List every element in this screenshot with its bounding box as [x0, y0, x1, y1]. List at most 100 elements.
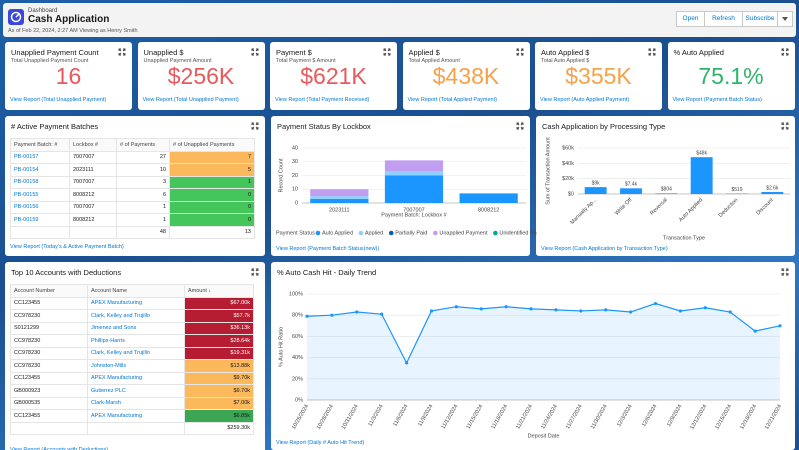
expand-arrows — [781, 122, 789, 130]
table-cell: Phillips-Harris — [87, 334, 185, 348]
kpi-title: Applied $ — [408, 48, 440, 57]
report-link[interactable]: View Report (Today's & Active Payment Ba… — [10, 244, 124, 250]
kpi-card: Unapplied Payment Count Total Unapplied P… — [5, 42, 132, 110]
expand-icon[interactable] — [251, 122, 259, 130]
table-cell: Clark, Kelley and Trujillo — [87, 309, 185, 323]
table-row: CC123455 APEX Manufacturing $9.70k — [10, 371, 254, 385]
data-table: Payment Batch: # Lockbox # # of Payments # … — [10, 138, 255, 239]
kpi-card: Unapplied $ Unapplied Payment Amount $256K… — [137, 42, 265, 110]
table-row: GB000535 Clark-Marsh $7.00k — [10, 396, 254, 410]
expand-icon[interactable] — [251, 268, 259, 276]
table-cell: Clark-Marsh — [87, 396, 185, 410]
table-cell: 3 — [116, 175, 170, 189]
column-header: Account Name — [87, 284, 185, 298]
highlight-cell: $9.70k — [184, 371, 254, 385]
highlight-cell: 1 — [169, 175, 255, 189]
highlight-cell: $7.00k — [184, 396, 254, 410]
table-cell: Jimenez and Sons — [87, 321, 185, 335]
kpi-subtitle: Total Auto Applied $ — [541, 58, 590, 64]
highlight-cell: $28.64k — [184, 334, 254, 348]
kpi-value: $438K — [432, 63, 500, 89]
menu-arrow — [782, 17, 788, 21]
dashboard-icon — [8, 9, 24, 25]
report-link[interactable]: View Report (Total Unapplied Payment) — [142, 97, 239, 103]
header-label: Dashboard — [28, 8, 58, 14]
expand-icon[interactable] — [781, 122, 789, 130]
report-link[interactable]: View Report (Payment Batch Status) — [672, 97, 762, 103]
kpi-title: % Auto Applied — [673, 48, 724, 57]
highlight-cell: $57.7k — [184, 309, 254, 323]
table-row: PB-00158 7007007 3 1 — [10, 175, 255, 189]
expand-icon[interactable] — [118, 48, 126, 56]
kpi-value: 16 — [55, 63, 82, 89]
header: Dashboard Cash Application As of Feb 22,… — [3, 3, 796, 37]
highlight-cell: $13.88k — [184, 359, 254, 373]
highlight-cell: 5 — [169, 163, 255, 177]
highlight-cell: $6.85k — [184, 409, 254, 423]
subscribe-button[interactable]: Subscribe — [742, 11, 778, 27]
report-link[interactable]: View Report (Total Unapplied Payment) — [10, 97, 107, 103]
kpi-subtitle: Unapplied Payment Amount — [143, 58, 212, 64]
table-row: S0121299 Jimenez and Sons $36.13k — [10, 321, 254, 335]
kpi-value: $256K — [167, 63, 235, 89]
expand-arrows — [648, 48, 656, 56]
report-link[interactable]: View Report (Daily # Auto Hit Trend) — [276, 440, 365, 446]
kpi-title: Payment $ — [276, 48, 312, 57]
kpi-title: Unapplied Payment Count — [11, 48, 99, 57]
report-link[interactable]: View Report (Auto Applied Payment) — [540, 97, 630, 103]
menu-button[interactable] — [777, 11, 793, 27]
expand-arrows — [251, 268, 259, 276]
column-header: Account Number — [10, 284, 88, 298]
card-title: Top 10 Accounts with Deductions — [11, 268, 122, 277]
table-cell — [10, 225, 70, 239]
open-button[interactable]: Open — [676, 11, 705, 27]
table-cell: GB000923 — [10, 384, 88, 398]
table-cell: 1 — [116, 200, 170, 214]
total-cell: 48 — [116, 225, 170, 239]
expand-icon[interactable] — [781, 268, 789, 276]
expand-arrows — [251, 122, 259, 130]
expand-icon[interactable] — [648, 48, 656, 56]
table-cell: APEX Manufacturing — [87, 409, 185, 423]
expand-icon[interactable] — [251, 48, 259, 56]
highlight-cell: 0 — [169, 188, 255, 202]
table-cell: PB-00158 — [10, 175, 70, 189]
highlight-cell: $9.70k — [184, 384, 254, 398]
header-row: Account Number Account Name Amount ↓ — [10, 284, 254, 298]
highlight-cell: $67.00k — [184, 296, 254, 310]
highlight-cell: $19.31k — [184, 346, 254, 360]
table-cell: S0121299 — [10, 321, 88, 335]
table-cell: CC978230 — [10, 309, 88, 323]
kpi-card: Applied $ Total Applied Amount $438K View R… — [402, 42, 530, 110]
expand-arrows — [781, 268, 789, 276]
kpi-title: Auto Applied $ — [541, 48, 590, 57]
report-link[interactable]: View Report (Total Payment Received) — [275, 97, 370, 103]
expand-icon[interactable] — [383, 48, 391, 56]
refresh-button[interactable]: Refresh — [704, 11, 743, 27]
report-link[interactable]: View Report (Total Applied Payment) — [407, 97, 497, 103]
table-row: CC978230 Clark, Kelley and Trujillo $19.31… — [10, 346, 254, 360]
report-link[interactable]: View Report (Cash Application by Transac… — [541, 246, 668, 252]
table-cell: Johnston-Mills — [87, 359, 185, 373]
deductions-card: Top 10 Accounts with Deductions Account N… — [5, 262, 265, 450]
table-cell: PB-00157 — [10, 150, 70, 164]
expand-arrows — [383, 48, 391, 56]
column-header: Payment Batch: # — [10, 138, 70, 152]
report-link[interactable]: View Report (Accounts with Deductions) — [10, 447, 109, 450]
header-title: Cash Application — [28, 14, 110, 25]
expand-icon[interactable] — [516, 122, 524, 130]
table-cell: 2023111 — [69, 163, 117, 177]
table-row: PB-00156 7007007 1 0 — [10, 200, 255, 214]
expand-icon[interactable] — [781, 48, 789, 56]
table-cell: PB-00156 — [10, 200, 70, 214]
table-cell: CC978230 — [10, 359, 88, 373]
expand-icon[interactable] — [516, 48, 524, 56]
total-cell: 13 — [169, 225, 255, 239]
total-row: 48 13 — [10, 225, 255, 239]
header-subtitle: As of Feb 22, 2024, 2:27 AM Viewing as H… — [8, 28, 138, 34]
total-row: $259.30k — [10, 421, 254, 435]
card-title: # Active Payment Batches — [11, 122, 99, 131]
table-cell: Clark, Kelley and Trujillo — [87, 346, 185, 360]
report-link[interactable]: View Report (Payment Batch Status(new)) — [276, 246, 380, 252]
